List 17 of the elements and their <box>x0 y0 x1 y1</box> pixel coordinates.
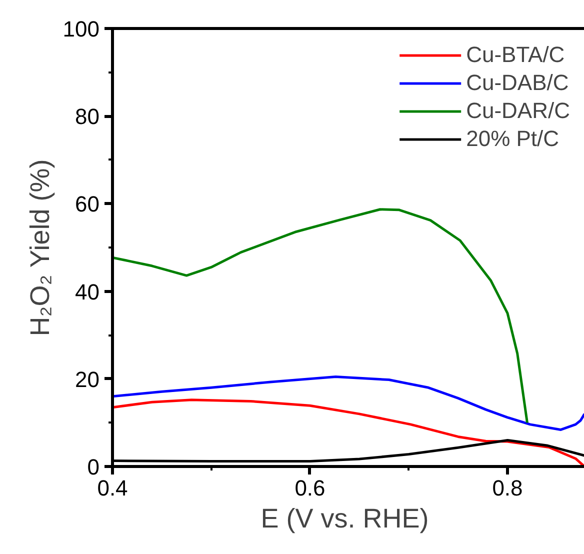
x-tick-label: 0.8 <box>492 476 523 500</box>
y-tick-label: 80 <box>75 104 100 130</box>
legend-label: Cu-BTA/C <box>466 42 565 68</box>
legend-label: Cu-DAR/C <box>466 98 570 124</box>
legend-label: Cu-DAB/C <box>466 70 569 96</box>
x-tick-label: 0.4 <box>97 476 128 500</box>
x-axis-title: E (V vs. RHE) <box>260 504 429 534</box>
y-axis-title: H₂O₂ Yield (%) <box>24 159 55 336</box>
y-tick-label: 100 <box>62 16 100 42</box>
y-tick-label: 40 <box>75 279 100 304</box>
x-tick-label: 0.6 <box>294 476 326 500</box>
line-series <box>112 375 584 431</box>
legend-label: 20% Pt/C <box>466 126 560 152</box>
y-tick-label: 0 <box>87 454 100 480</box>
y-tick-label: 60 <box>75 192 100 217</box>
line-series <box>112 208 528 424</box>
y-tick-label: 20 <box>75 366 100 392</box>
